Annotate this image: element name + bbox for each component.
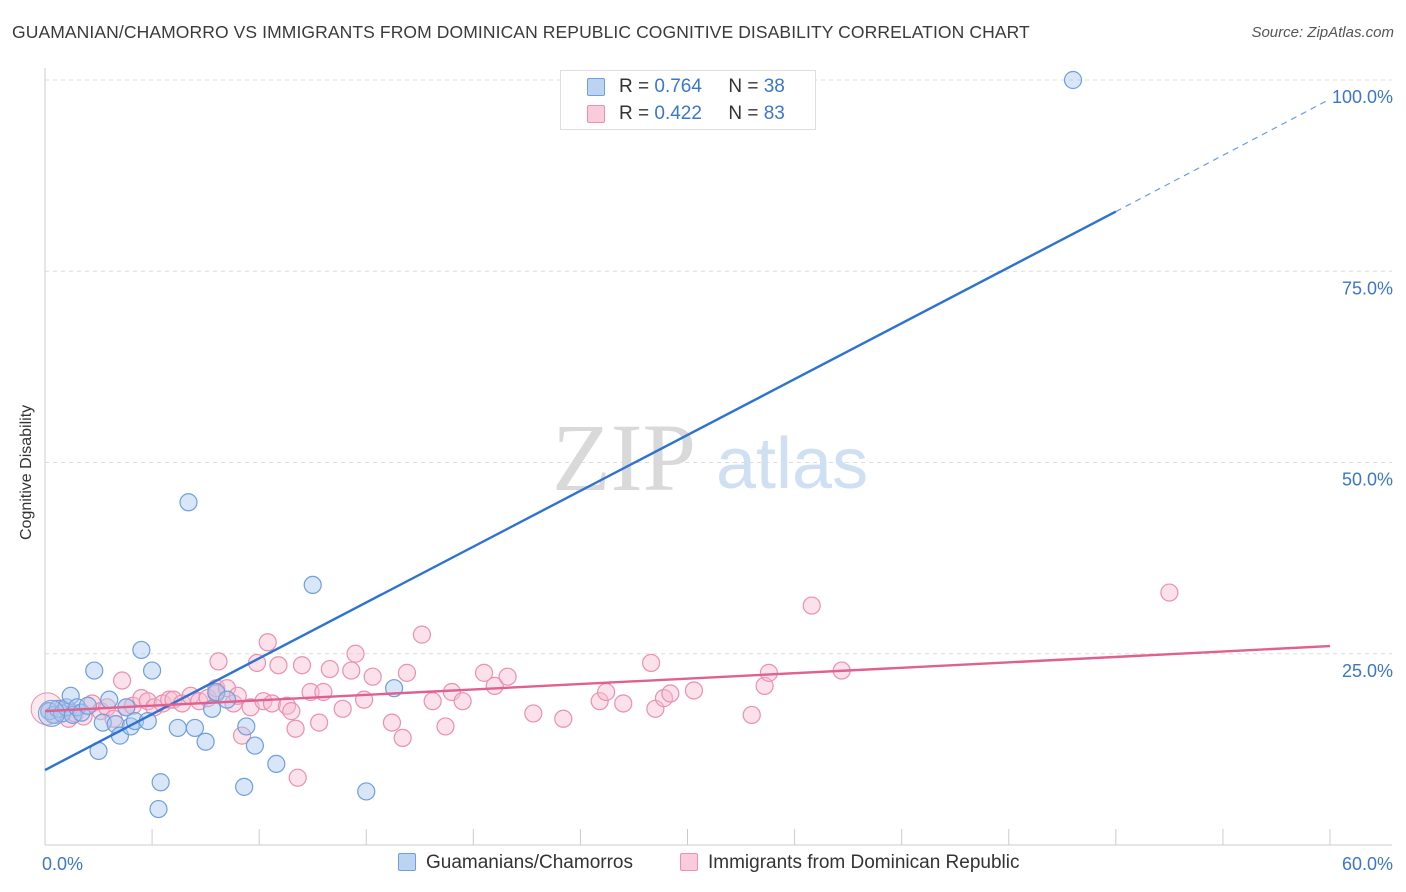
data-point: [217, 690, 237, 709]
data-point: [112, 671, 132, 690]
data-point: [288, 768, 307, 787]
data-point: [342, 661, 361, 680]
legend-r-blue: 0.764: [654, 76, 702, 97]
data-point: [684, 681, 704, 700]
series-dominican-points: [30, 583, 1179, 787]
watermark: ZIP atlas: [552, 404, 868, 511]
data-point: [554, 709, 573, 728]
data-point: [590, 692, 609, 711]
legend-r-pink: 0.422: [654, 103, 702, 124]
data-point: [474, 663, 494, 682]
data-point: [310, 713, 329, 732]
x-tick-label: 60.0%: [1342, 854, 1393, 874]
data-point: [78, 696, 97, 715]
watermark-atlas: atlas: [716, 424, 868, 504]
legend-n-label: N =: [728, 76, 759, 97]
data-point: [412, 625, 432, 644]
data-point: [179, 493, 198, 512]
data-point-cluster: [37, 699, 65, 727]
data-point: [498, 667, 517, 686]
trend-lines: [44, 98, 1331, 772]
data-point: [100, 690, 119, 709]
data-point: [235, 777, 254, 796]
data-point: [802, 596, 821, 615]
legend-n-pink: 83: [763, 103, 785, 124]
data-point: [303, 575, 322, 595]
data-point: [333, 699, 352, 718]
data-point: [436, 717, 455, 736]
data-point: [485, 676, 504, 695]
bottom-legend-swatch-pink: [680, 853, 698, 871]
data-point: [393, 728, 412, 748]
data-point: [168, 718, 187, 738]
data-point: [237, 717, 256, 736]
data-point: [132, 640, 151, 660]
data-point: [209, 652, 228, 671]
data-point: [185, 718, 205, 738]
data-point: [742, 705, 761, 725]
trend-line-blue: [44, 210, 1117, 772]
data-point: [453, 692, 472, 711]
data-point: [232, 726, 252, 745]
y-tick-label: 50.0%: [1342, 470, 1393, 490]
data-point: [1063, 70, 1083, 90]
data-point: [382, 713, 402, 732]
data-point: [661, 684, 680, 703]
bottom-legend-dominican: Immigrants from Dominican Republic: [680, 852, 1020, 874]
data-point: [202, 699, 222, 718]
data-point: [614, 694, 633, 713]
data-point: [142, 661, 162, 680]
data-point: [282, 702, 301, 721]
legend-n-blue: 38: [763, 76, 785, 97]
bottom-legend-label-blue: Guamanians/Chamorros: [426, 852, 633, 873]
chart-title: GUAMANIAN/CHAMORRO VS IMMIGRANTS FROM DO…: [12, 22, 1030, 42]
data-point: [262, 694, 282, 713]
y-axis-label: Cognitive Disability: [18, 404, 35, 540]
data-point: [61, 686, 80, 705]
data-point: [196, 732, 215, 751]
data-point: [267, 754, 286, 774]
data-point: [301, 682, 320, 702]
data-point: [597, 682, 616, 702]
data-point: [85, 661, 104, 680]
x-tick-label: 0.0%: [42, 854, 83, 874]
legend-r-label: R =: [619, 76, 650, 97]
data-point: [1160, 583, 1179, 602]
data-point: [269, 656, 288, 675]
trend-line-pink: [44, 644, 1331, 713]
data-point: [320, 659, 339, 679]
data-point: [258, 633, 277, 652]
bottom-legend-label-pink: Immigrants from Dominican Republic: [708, 852, 1020, 873]
data-point: [357, 782, 376, 801]
data-point: [759, 663, 778, 682]
data-point: [423, 692, 442, 711]
legend-swatch-blue: [587, 78, 605, 96]
tick-labels: 25.0% 50.0% 75.0% 100.0% 0.0% 60.0%: [42, 87, 1393, 874]
data-point: [654, 689, 674, 708]
data-point: [363, 667, 382, 686]
bottom-legend-guamanian: Guamanians/Chamorros: [398, 852, 633, 874]
gridlines: [45, 79, 1392, 655]
series-guamanian-points: [37, 70, 1083, 819]
y-tick-label: 75.0%: [1342, 278, 1393, 298]
legend-r-label: R =: [619, 103, 650, 124]
correlation-legend: R = 0.764 N = 38 R = 0.422 N = 83: [560, 70, 816, 130]
data-point: [346, 644, 365, 663]
data-point: [151, 773, 170, 792]
data-point: [245, 736, 264, 755]
y-tick-label: 100.0%: [1332, 87, 1393, 107]
source-label: Source: ZipAtlas.com: [1251, 24, 1394, 41]
data-point: [397, 663, 417, 682]
trend-line-extension-blue: [1115, 98, 1331, 213]
y-tick-label: 25.0%: [1342, 661, 1393, 681]
bottom-legend-swatch-blue: [398, 853, 416, 871]
data-point: [524, 704, 543, 723]
data-point: [286, 719, 305, 738]
data-point: [149, 799, 168, 819]
data-point: [641, 653, 661, 673]
legend-n-label: N =: [728, 103, 759, 124]
legend-swatch-pink: [587, 105, 605, 123]
data-point: [292, 656, 312, 675]
